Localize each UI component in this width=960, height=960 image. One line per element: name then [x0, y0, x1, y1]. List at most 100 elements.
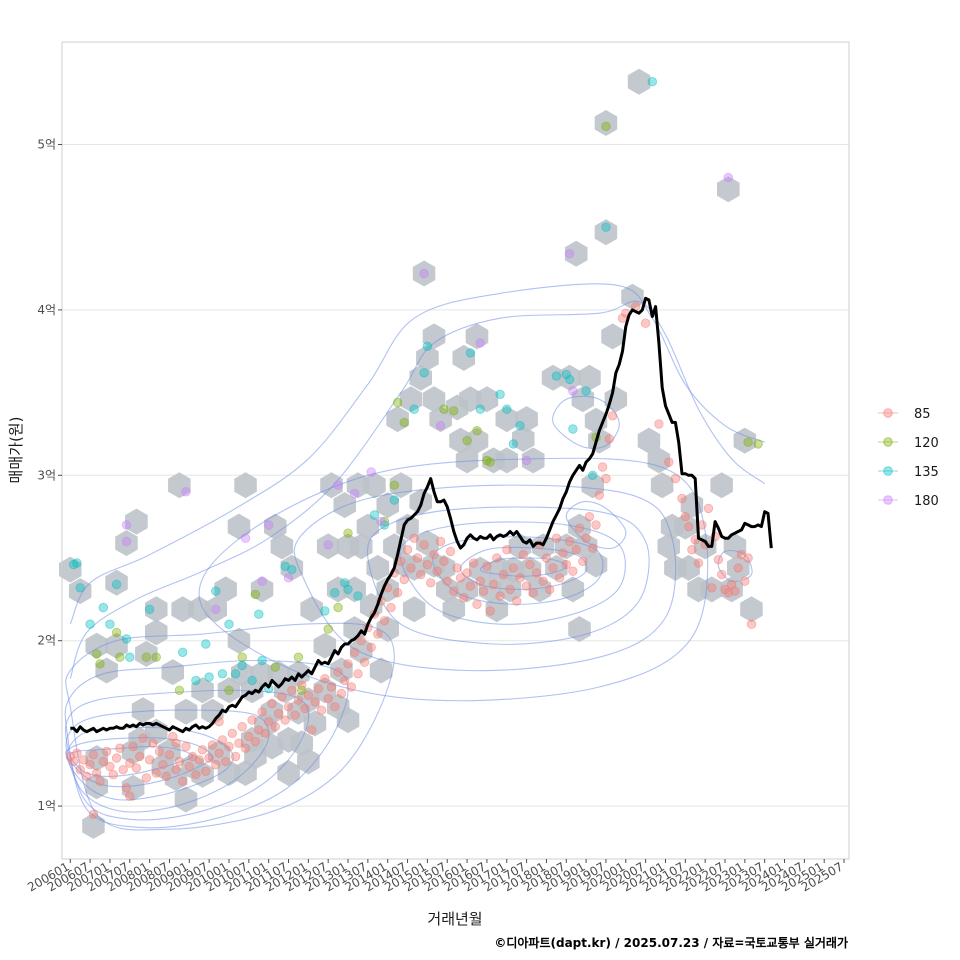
data-point-85-50	[230, 751, 241, 762]
data-point-85-189	[733, 563, 743, 573]
data-point-85-122	[469, 558, 479, 568]
hexbin-138	[568, 513, 591, 540]
data-point-120-225	[753, 439, 763, 449]
data-point-180-288	[349, 488, 360, 499]
legend-key-135	[883, 466, 893, 476]
data-point-85-171	[670, 473, 681, 484]
data-point-85-116	[449, 586, 459, 596]
y-tick-label-0: 1억	[37, 799, 56, 813]
hexbin-122	[495, 447, 518, 474]
hexbin-152	[627, 68, 651, 95]
hexbin-133	[545, 554, 568, 581]
hexbin-6	[95, 657, 118, 684]
hexbin-114	[465, 427, 489, 454]
data-point-135-237	[144, 604, 155, 615]
data-point-85-82	[336, 688, 347, 699]
data-point-85-88	[356, 636, 367, 646]
hexbin-83	[369, 657, 393, 684]
y-tick-label-1: 2억	[37, 634, 56, 648]
data-point-85-56	[250, 736, 261, 747]
x-axis-title: 거래년월	[427, 910, 482, 928]
data-point-180-285	[283, 573, 294, 583]
hexbin-129	[521, 447, 545, 474]
hexbin-93	[402, 554, 426, 581]
data-point-85-42	[204, 753, 214, 763]
data-point-135-234	[111, 579, 122, 590]
hexbin-142	[578, 364, 601, 391]
data-point-85-191	[740, 576, 750, 586]
data-point-85-33	[174, 756, 185, 767]
data-point-135-269	[515, 421, 525, 431]
hexbin-111	[455, 576, 479, 603]
data-point-85-195	[125, 791, 135, 801]
data-point-85-192	[743, 553, 753, 563]
hexbin-26	[174, 698, 198, 725]
data-point-85-7	[88, 750, 99, 760]
data-point-135-257	[353, 591, 363, 601]
hexbin-62	[300, 596, 323, 623]
data-point-135-260	[389, 495, 400, 505]
data-point-120-217	[449, 406, 459, 416]
data-point-85-144	[541, 553, 552, 563]
data-point-85-70	[297, 680, 307, 691]
data-point-85-162	[601, 473, 611, 484]
data-point-120-221	[485, 457, 495, 467]
data-point-135-253	[320, 606, 330, 616]
data-point-85-35	[181, 741, 191, 752]
data-point-135-241	[204, 672, 214, 682]
data-point-135-245	[230, 669, 241, 679]
data-point-120-200	[111, 627, 122, 638]
data-point-120-202	[141, 652, 152, 662]
data-point-85-58	[257, 707, 267, 717]
data-point-85-71	[300, 703, 310, 714]
legend-label-85: 85	[914, 407, 931, 422]
hexbin-110	[455, 447, 479, 474]
hexbin-99	[416, 530, 439, 557]
data-point-85-115	[445, 546, 456, 557]
data-point-85-6	[85, 760, 95, 770]
data-point-180-297	[723, 172, 734, 183]
hexbin-94	[402, 596, 426, 623]
data-point-85-180	[703, 503, 714, 514]
data-point-135-258	[369, 510, 380, 520]
data-point-85-141	[531, 568, 542, 578]
density-contour-14	[565, 500, 627, 550]
data-point-85-14	[111, 753, 122, 763]
data-point-180-295	[564, 248, 575, 259]
data-point-85-137	[518, 550, 529, 560]
hexbin-84	[376, 492, 399, 519]
data-point-85-3	[75, 765, 85, 775]
hexbin-20	[161, 659, 184, 686]
data-point-85-123	[472, 599, 482, 610]
hexbin-8	[105, 569, 128, 596]
hexbin-75	[343, 616, 366, 643]
data-point-85-173	[680, 512, 691, 522]
data-point-85-160	[594, 490, 605, 500]
data-point-85-134	[508, 563, 519, 573]
data-point-85-128	[488, 579, 499, 590]
data-point-85-4	[78, 755, 89, 765]
data-point-85-11	[101, 746, 112, 757]
hexbin-167	[720, 576, 743, 603]
data-point-85-51	[234, 738, 244, 748]
grid	[62, 144, 849, 807]
data-point-85-139	[525, 559, 535, 570]
data-point-135-277	[568, 424, 578, 434]
y-axis: 1억 2억 3억 4억 5억	[37, 138, 62, 813]
hexbin-9	[115, 530, 138, 557]
data-point-85-21	[134, 751, 145, 762]
data-point-85-36	[184, 761, 195, 772]
data-point-85-149	[558, 548, 568, 558]
data-point-85-146	[548, 563, 558, 573]
hexbin-100	[422, 323, 446, 350]
hexbin-66	[316, 533, 340, 560]
data-point-85-177	[693, 558, 704, 568]
legend-label-135: 135	[914, 465, 939, 480]
data-point-135-272	[564, 374, 575, 385]
hexbin-21	[158, 738, 181, 765]
data-point-120-201	[115, 652, 125, 662]
hexbin-18	[145, 596, 168, 623]
data-point-120-209	[323, 624, 333, 634]
data-point-85-44	[211, 760, 221, 770]
hexbin-17	[145, 619, 168, 646]
